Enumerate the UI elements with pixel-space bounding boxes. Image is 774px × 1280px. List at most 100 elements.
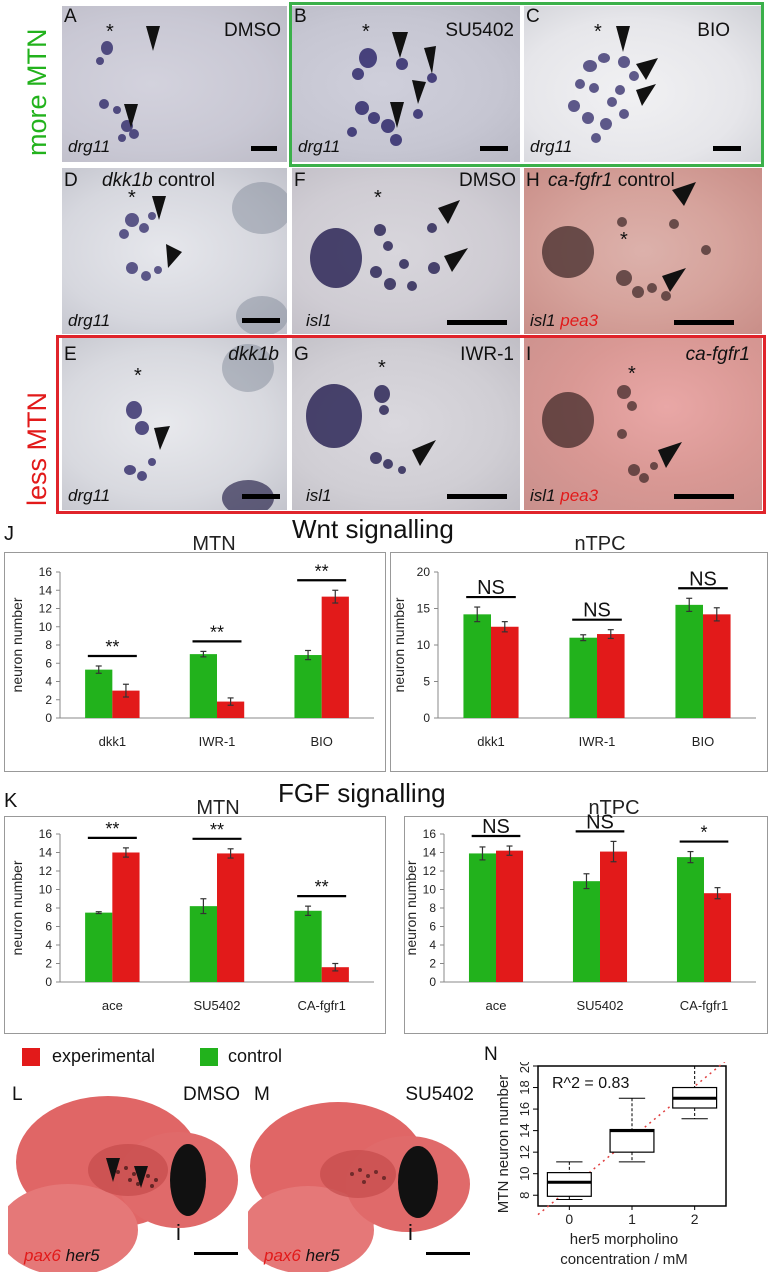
x-tick-label: 2	[691, 1211, 699, 1227]
significance-label: **	[210, 622, 224, 642]
treatment-label: SU5402	[445, 20, 514, 41]
scale-bar	[251, 146, 277, 151]
treatment-italic: ca-fgfr1	[548, 170, 613, 191]
legend-swatch-control	[200, 1048, 218, 1066]
y-tick-label: 8	[45, 638, 52, 652]
y-axis-label: neuron number	[391, 597, 407, 692]
panel-C: C * BIO drg11	[524, 6, 762, 162]
panel-G-staining	[306, 384, 436, 474]
panel-letter: G	[294, 344, 309, 365]
y-tick-label: 16	[39, 565, 53, 579]
x-tick-label: CA-fgfr1	[297, 998, 345, 1013]
gene-label: isl1	[306, 311, 332, 330]
bar-control-CA-fgfr1	[676, 857, 704, 982]
bar-experimental-SU5402	[217, 853, 245, 982]
treatment-label: DMSO	[459, 170, 516, 191]
chart-K-MTN: MTN 0 2 4 6 8 10 12 14 16 neuron number ace ** SU5402…	[9, 797, 374, 1013]
x-axis-label-line2: concentration / mM	[560, 1251, 688, 1268]
significance-label: NS	[482, 816, 510, 838]
x-tick-label: 1	[628, 1211, 636, 1227]
chart-title: MTN	[196, 797, 239, 819]
y-tick-label: 16	[39, 827, 53, 841]
bar-control-SU5402	[189, 906, 217, 982]
panel-letter: H	[526, 170, 540, 191]
bar-control-IWR-1	[569, 637, 597, 718]
y-tick-label: 2	[45, 957, 52, 971]
y-tick-label: 12	[517, 1145, 532, 1159]
marker-i: i	[176, 1220, 181, 1245]
treatment-label: ca-fgfr1	[686, 344, 750, 366]
y-tick-label: 2	[429, 957, 436, 971]
x-tick-label: dkk1	[99, 734, 126, 749]
y-tick-label: 4	[45, 938, 52, 952]
y-tick-label: 4	[429, 938, 436, 952]
y-tick-label: 0	[45, 975, 52, 989]
y-tick-label: 10	[39, 883, 53, 897]
treatment-italic: ca-fgfr1	[685, 344, 750, 365]
bar-experimental-BIO	[703, 614, 731, 718]
asterisk: *	[106, 21, 114, 43]
panel-H: H * ca-fgfr1 control isl1 pea3	[524, 168, 762, 334]
chart-title: nTPC	[588, 797, 639, 819]
panel-letter: F	[294, 170, 306, 191]
bar-experimental-CA-fgfr1	[321, 967, 349, 982]
asterisk: *	[134, 365, 142, 387]
asterisk: *	[362, 21, 370, 43]
treatment-label: dkk1b control	[102, 170, 215, 192]
y-tick-label: 8	[45, 901, 52, 915]
legend-label-control: control	[228, 1046, 283, 1066]
gene-1: pax6	[264, 1246, 301, 1265]
asterisk: *	[374, 187, 382, 209]
treatment-italic: dkk1b	[228, 344, 279, 365]
panel-E-staining	[124, 344, 274, 510]
x-tick-label: ace	[486, 998, 507, 1013]
bar-control-CA-fgfr1	[294, 910, 322, 982]
y-tick-label: 12	[39, 864, 53, 878]
asterisk: *	[628, 363, 636, 385]
panel-B-staining	[347, 32, 437, 146]
treatment-label: dkk1b	[228, 344, 279, 366]
less-mtn-label: less MTN	[22, 392, 52, 506]
panel-letter: L	[12, 1084, 23, 1105]
panel-M: M SU5402 i pax6 her5	[248, 1080, 484, 1272]
panel-C-staining	[568, 26, 658, 143]
y-axis-label: neuron number	[9, 597, 25, 692]
y-tick-label: 6	[45, 920, 52, 934]
scale-bar	[674, 494, 734, 499]
y-tick-label: 0	[45, 711, 52, 725]
r-squared-annotation: R^2 = 0.83	[552, 1075, 629, 1092]
scale-bar	[480, 146, 508, 151]
box	[609, 1128, 655, 1153]
treatment-label: IWR-1	[460, 344, 514, 365]
gene-2: her5	[305, 1246, 340, 1265]
y-tick-label: 10	[417, 638, 431, 652]
panel-F-staining	[310, 200, 468, 291]
panel-E: E * dkk1b drg11	[62, 338, 287, 510]
panel-G: G * IWR-1 isl1	[292, 338, 520, 510]
scale-bar	[674, 320, 734, 325]
marker-i: i	[408, 1220, 413, 1245]
y-tick-label: 12	[423, 864, 437, 878]
chart-J-nTPC: nTPC 0 5 10 15 20 neuron number dkk1 NS IWR-1 NS BI…	[391, 533, 756, 749]
treatment-label: DMSO	[224, 20, 281, 41]
panel-L: L DMSO i pax6 her5	[8, 1080, 244, 1272]
bar-experimental-CA-fgfr1	[704, 893, 732, 982]
bar-experimental-IWR-1	[217, 701, 245, 718]
chart-J-MTN: MTN 0 2 4 6 8 10 12 14 16 neuron number dkk1 ** IWR-1…	[9, 533, 374, 749]
y-tick-label: 18	[517, 1080, 532, 1094]
y-tick-label: 8	[429, 901, 436, 915]
bar-control-BIO	[294, 655, 322, 718]
more-mtn-label: more MTN	[22, 28, 52, 157]
bar-experimental-IWR-1	[597, 634, 625, 718]
asterisk: *	[594, 21, 602, 43]
scale-bar	[713, 146, 741, 151]
gene-label: drg11	[530, 137, 573, 156]
chart-title: nTPC	[574, 533, 625, 555]
gene-1: isl1	[530, 486, 556, 505]
significance-label: **	[315, 877, 329, 897]
x-tick-label: SU5402	[194, 998, 241, 1013]
x-tick-label: BIO	[692, 734, 714, 749]
y-tick-label: 6	[45, 656, 52, 670]
y-tick-label: 15	[417, 602, 431, 616]
